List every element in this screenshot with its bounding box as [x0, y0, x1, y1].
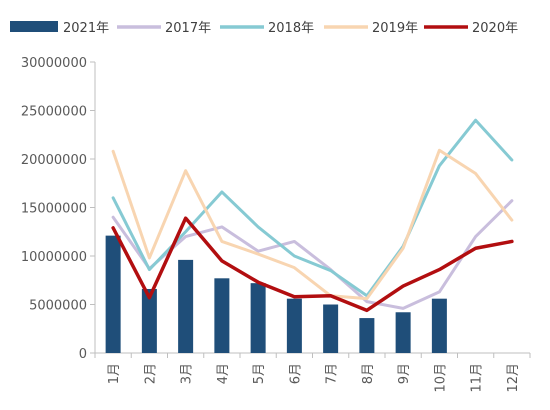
x-tick-label: 7月: [325, 363, 340, 384]
legend: 2021年 2017年 2018年 2019年 2020年: [10, 21, 518, 36]
y-tick-label: 15000000: [21, 202, 87, 217]
series-line: [111, 118, 514, 298]
legend-label: 2021年: [63, 21, 109, 36]
bar: [286, 298, 302, 353]
legend-swatch-bar: [10, 21, 58, 32]
x-tick-label: 3月: [180, 363, 195, 384]
series-line: [111, 216, 514, 313]
bar: [431, 298, 447, 353]
y-tick-label: 0: [79, 347, 87, 362]
y-tick-label: 5000000: [29, 299, 87, 314]
legend-label: 2020年: [472, 21, 518, 36]
bar-series: [105, 235, 447, 353]
x-tick-label: 2月: [143, 363, 158, 384]
bar: [141, 288, 157, 353]
bar: [250, 283, 266, 353]
bar: [178, 259, 194, 353]
bar: [359, 318, 375, 353]
x-tick-label: 10月: [433, 363, 448, 393]
bar: [214, 278, 230, 353]
legend-label: 2019年: [372, 21, 418, 36]
x-tick-label: 8月: [361, 363, 376, 384]
y-tick-label: 20000000: [21, 153, 87, 168]
bar: [323, 304, 339, 353]
line-series: [111, 118, 514, 313]
y-axis: 0 5000000 10000000 15000000 20000000 25000000…: [21, 56, 96, 362]
y-tick-label: 25000000: [21, 105, 87, 120]
y-tick-label: 10000000: [21, 250, 87, 265]
x-tick-label: 5月: [252, 363, 267, 384]
x-tick-label: 4月: [216, 363, 231, 384]
legend-label: 2018年: [268, 21, 314, 36]
x-tick-label: 11月: [470, 363, 485, 393]
x-axis: 1月 2月 3月 4月 5月 6月 7月 8月 9月 10月 11月 12月: [94, 352, 531, 393]
series-line: [111, 148, 514, 301]
x-tick-label: 12月: [506, 363, 521, 393]
bar: [395, 312, 411, 353]
x-tick-label: 6月: [288, 363, 303, 384]
legend-label: 2017年: [165, 21, 211, 36]
x-tick-label: 9月: [397, 363, 412, 384]
series-line: [111, 199, 514, 310]
bar: [105, 235, 121, 353]
x-tick-label: 1月: [107, 363, 122, 384]
y-tick-label: 30000000: [21, 56, 87, 71]
